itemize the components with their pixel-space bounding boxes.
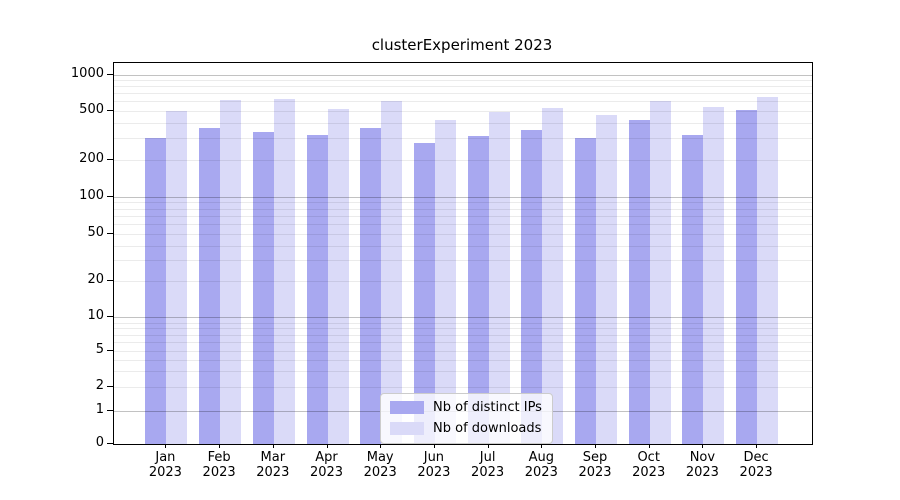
x-tick-label-apr: Apr 2023: [309, 450, 344, 480]
legend: Nb of distinct IPs Nb of downloads: [380, 393, 553, 444]
bar-mar-downloads: [273, 99, 295, 444]
y-tick-mark-200: [107, 158, 113, 160]
y-tick-label-200: 200: [79, 150, 104, 166]
x-tick-label-mar: Mar 2023: [256, 450, 290, 480]
bar-jun-downloads: [434, 119, 456, 444]
bar-apr-downloads: [327, 109, 349, 444]
bar-oct-distinct-ips: [628, 119, 650, 444]
y-tick-label-1000: 1000: [70, 65, 104, 81]
bar-dec-downloads: [757, 96, 779, 444]
x-tick-label-feb: Feb 2023: [202, 450, 236, 480]
bar-aug-downloads: [542, 107, 564, 444]
bar-jan-distinct-ips: [145, 137, 167, 444]
bar-jul-distinct-ips: [467, 136, 489, 444]
bar-may-distinct-ips: [360, 127, 382, 444]
x-tick-mark-apr: [326, 443, 328, 448]
legend-label-distinct-ips: Nb of distinct IPs: [433, 400, 542, 415]
bar-may-downloads: [381, 100, 403, 444]
y-tick-label-10: 10: [87, 308, 104, 324]
y-tick-label-100: 100: [79, 187, 104, 203]
x-tick-mark-oct: [648, 443, 650, 448]
legend-item-downloads: Nb of downloads: [390, 421, 542, 436]
bar-aug-distinct-ips: [521, 130, 543, 444]
y-tick-label-5: 5: [95, 342, 104, 358]
y-tick-mark-5: [107, 350, 113, 352]
bar-jul-downloads: [488, 112, 510, 444]
y-tick-label-500: 500: [79, 101, 104, 117]
bar-feb-downloads: [220, 100, 242, 444]
legend-swatch-downloads: [390, 422, 424, 435]
x-tick-mark-dec: [756, 443, 758, 448]
x-tick-label-jul: Jul 2023: [471, 450, 505, 480]
legend-item-distinct-ips: Nb of distinct IPs: [390, 400, 542, 415]
x-tick-mark-nov: [702, 443, 704, 448]
legend-swatch-distinct-ips: [390, 401, 424, 414]
y-tick-mark-50: [107, 233, 113, 234]
bar-mar-distinct-ips: [252, 132, 274, 444]
y-tick-mark-2: [107, 386, 113, 388]
y-tick-mark-0: [107, 443, 113, 444]
bars-layer: [114, 63, 812, 444]
y-tick-label-0: 0: [95, 435, 104, 450]
y-tick-label-50: 50: [87, 225, 104, 240]
bar-oct-downloads: [649, 101, 671, 444]
legend-label-downloads: Nb of downloads: [433, 421, 542, 436]
y-tick-mark-1000: [107, 73, 113, 75]
x-tick-mark-jun: [433, 443, 435, 448]
bar-apr-distinct-ips: [306, 134, 328, 444]
x-tick-label-dec: Dec 2023: [739, 450, 773, 480]
x-tick-mark-aug: [541, 443, 543, 448]
x-tick-label-aug: Aug 2023: [524, 450, 558, 480]
bar-sep-downloads: [596, 115, 617, 444]
x-tick-label-jan: Jan 2023: [148, 450, 182, 480]
x-tick-label-may: May 2023: [363, 450, 397, 480]
y-tick-mark-20: [107, 280, 113, 282]
y-tick-label-1: 1: [95, 401, 104, 417]
x-tick-mark-feb: [219, 443, 221, 448]
x-tick-mark-may: [380, 443, 382, 448]
x-tick-label-oct: Oct 2023: [632, 450, 666, 480]
bar-jun-distinct-ips: [413, 143, 435, 444]
x-tick-mark-jul: [487, 443, 489, 448]
y-tick-label-2: 2: [95, 378, 104, 394]
bar-jan-downloads: [166, 111, 188, 444]
x-tick-label-nov: Nov 2023: [685, 450, 719, 480]
x-tick-label-sep: Sep 2023: [578, 450, 612, 480]
bar-sep-distinct-ips: [575, 137, 596, 444]
bar-nov-distinct-ips: [682, 134, 704, 444]
y-tick-mark-1: [107, 409, 113, 411]
x-tick-mark-jan: [165, 443, 167, 448]
chart-title: clusterExperiment 2023: [371, 36, 553, 54]
y-tick-mark-10: [107, 316, 113, 318]
x-tick-label-jun: Jun 2023: [417, 450, 451, 480]
bar-dec-distinct-ips: [736, 110, 758, 444]
y-tick-label-20: 20: [87, 272, 104, 288]
plot-area: Nb of distinct IPs Nb of downloads: [113, 62, 813, 445]
bar-feb-distinct-ips: [199, 128, 221, 444]
x-tick-mark-mar: [272, 443, 274, 448]
bar-nov-downloads: [703, 106, 725, 444]
y-tick-mark-100: [107, 195, 113, 197]
x-tick-mark-sep: [595, 443, 596, 448]
y-tick-mark-500: [107, 109, 113, 111]
